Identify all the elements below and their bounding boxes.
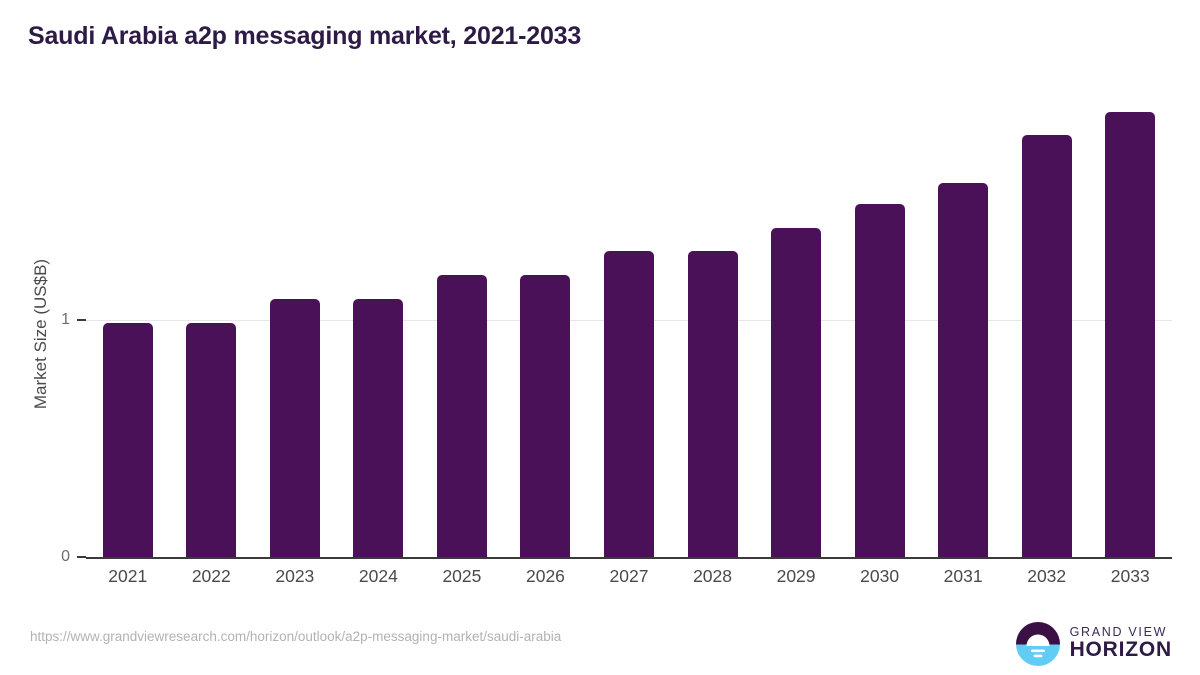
bar-2023[interactable] <box>269 298 320 557</box>
x-tick-label-2024: 2024 <box>358 566 398 586</box>
bar-series <box>86 88 1172 557</box>
x-tick-label-2025: 2025 <box>442 566 482 586</box>
y-tick-label: 0 <box>61 548 70 565</box>
bar-slot <box>921 88 1005 557</box>
bar-2022[interactable] <box>186 322 237 557</box>
x-tick-label-2021: 2021 <box>108 566 148 586</box>
bar-2021[interactable] <box>102 322 153 557</box>
bar-2028[interactable] <box>687 251 738 557</box>
bar-2025[interactable] <box>436 275 487 557</box>
x-tick-label-2033: 2033 <box>1110 566 1150 586</box>
bar-slot <box>838 88 922 557</box>
bar-2024[interactable] <box>353 298 404 557</box>
y-tick-label: 1 <box>61 311 70 329</box>
brand-logo: GRAND VIEW HORIZON <box>1015 620 1172 668</box>
x-tick-label-2022: 2022 <box>191 566 231 586</box>
x-axis-labels: 2021 2022 2023 2024 2025 2026 2027 2028 2029 2030… <box>86 566 1172 596</box>
x-tick-label-2030: 2030 <box>860 566 900 586</box>
x-tick-label-2028: 2028 <box>693 566 732 586</box>
bar-slot <box>587 88 671 557</box>
bar-2029[interactable] <box>771 227 822 557</box>
bar-2030[interactable] <box>854 204 905 557</box>
x-axis-line <box>86 557 1172 559</box>
bar-slot <box>754 88 838 557</box>
bar-slot <box>253 88 337 557</box>
x-tick-label-2029: 2029 <box>776 566 816 586</box>
bar-2027[interactable] <box>603 251 654 557</box>
bar-slot <box>1005 88 1089 557</box>
bar-2032[interactable] <box>1021 135 1072 557</box>
bar-slot <box>337 88 421 557</box>
bar-2031[interactable] <box>938 182 989 557</box>
bar-2033[interactable] <box>1105 111 1156 557</box>
x-tick-label-2031: 2031 <box>943 566 983 586</box>
bar-slot <box>1088 88 1172 557</box>
source-url[interactable]: https://www.grandviewresearch.com/horizo… <box>30 629 562 644</box>
x-tick-label-2026: 2026 <box>525 566 565 586</box>
logo-line-grand-view: GRAND VIEW <box>1069 624 1168 639</box>
x-tick-label-2032: 2032 <box>1027 566 1067 586</box>
bar-2026[interactable] <box>520 275 571 557</box>
logo-wordmark: GRAND VIEW HORIZON <box>1069 624 1172 662</box>
horizon-logo-icon <box>1015 622 1060 666</box>
bar-slot <box>671 88 755 557</box>
x-tick-label-2023: 2023 <box>275 566 315 586</box>
bar-slot <box>420 88 504 557</box>
bar-slot <box>170 88 254 557</box>
bar-slot <box>504 88 588 557</box>
plot-area <box>86 88 1172 559</box>
y-tick-mark <box>77 319 86 322</box>
bar-slot <box>86 88 170 557</box>
page-title: Saudi Arabia a2p messaging market, 2021-… <box>28 22 582 50</box>
x-tick-label-2027: 2027 <box>609 566 649 586</box>
y-tick-mark <box>77 556 86 558</box>
logo-line-horizon: HORIZON <box>1069 638 1172 662</box>
